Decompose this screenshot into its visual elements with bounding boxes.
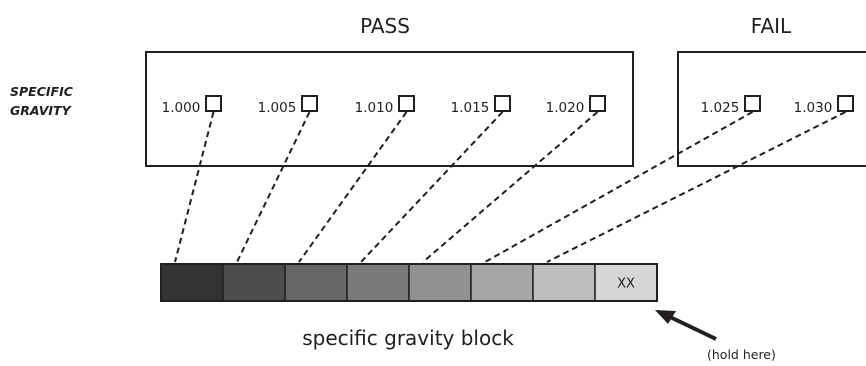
connector-line [546, 111, 846, 263]
connector-line [422, 111, 599, 263]
strip-cell [594, 263, 658, 302]
pass-value-label: 1.000 [162, 100, 201, 116]
strip-cell-label: XX [617, 277, 635, 292]
strip-cell [222, 263, 286, 302]
pass-checkbox[interactable] [494, 95, 511, 112]
fail-value-label: 1.025 [701, 100, 740, 116]
connector-line [484, 111, 753, 263]
connector-line [298, 111, 408, 263]
row-label-line-2: GRAVITY [10, 103, 73, 118]
hold-here-arrow [655, 310, 717, 341]
strip-cell [532, 263, 596, 302]
pass-checkbox[interactable] [301, 95, 318, 112]
pass-checkbox[interactable] [589, 95, 606, 112]
strip-caption: specific gravity block [302, 326, 514, 350]
strip-frame [160, 263, 658, 302]
strip-cell [284, 263, 348, 302]
connector-line [174, 111, 215, 263]
hold-here-label: (hold here) [707, 347, 776, 362]
pass-value-label: 1.010 [355, 100, 394, 116]
connector-line [236, 111, 311, 263]
specific-gravity-row-label: SPECIFIC GRAVITY [10, 84, 77, 118]
pass-checkbox[interactable] [398, 95, 415, 112]
fail-checkbox[interactable] [837, 95, 854, 112]
fail-box [677, 51, 866, 167]
strip-cell [346, 263, 410, 302]
pass-header: PASS [360, 14, 410, 38]
strip-cell [408, 263, 472, 302]
pass-value-label: 1.015 [451, 100, 490, 116]
fail-checkbox[interactable] [744, 95, 761, 112]
strip-cell [470, 263, 534, 302]
fail-header: FAIL [751, 14, 792, 38]
row-label-line-1: SPECIFIC [10, 84, 74, 99]
pass-checkbox[interactable] [205, 95, 222, 112]
fail-value-label: 1.030 [794, 100, 833, 116]
strip-cell [160, 263, 224, 302]
connector-line [360, 111, 504, 263]
pass-value-label: 1.020 [546, 100, 585, 116]
pass-box [145, 51, 634, 167]
pass-value-label: 1.005 [258, 100, 297, 116]
